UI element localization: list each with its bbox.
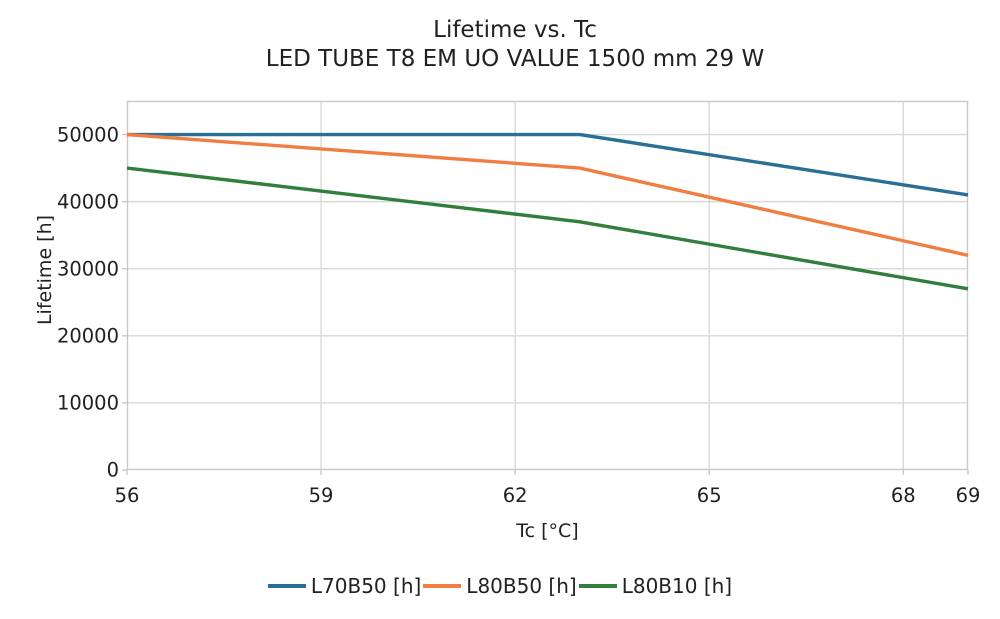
x-tick-label: 59 (308, 484, 334, 507)
legend-label: L80B10 [h] (621, 574, 733, 598)
plot-border (126, 100, 969, 471)
legend-item-0: L70B50 [h] (267, 574, 422, 598)
y-tick-label: 50000 (56, 123, 119, 147)
legend-item-2: L80B10 [h] (578, 574, 733, 598)
legend-swatch-icon (267, 584, 306, 588)
y-tick-label: 40000 (56, 190, 119, 214)
legend-swatch-icon (423, 584, 462, 588)
x-tick-label: 65 (696, 484, 722, 507)
chart-title: Lifetime vs. Tc (433, 17, 597, 43)
x-tick-label: 62 (502, 484, 528, 507)
plot-area (122, 100, 969, 475)
chart-subtitle: LED TUBE T8 EM UO VALUE 1500 mm 29 W (265, 45, 765, 72)
legend-label: L80B50 [h] (466, 574, 577, 598)
x-axis-label: Tc [°C] (516, 520, 579, 542)
legend: L70B50 [h] L80B50 [h] L80B10 [h] (0, 572, 1000, 600)
x-tick-label: 69 (955, 484, 981, 507)
series-line-1 (126, 132, 969, 257)
y-tick-label: 20000 (56, 324, 119, 348)
y-axis-label: Lifetime [h] (34, 214, 56, 326)
legend-swatch-icon (578, 584, 617, 588)
y-tick-label: 0 (106, 458, 119, 482)
y-tick-label: 30000 (56, 257, 119, 281)
y-tick-label: 10000 (56, 391, 119, 415)
x-tick-label: 68 (890, 484, 916, 507)
legend-label: L70B50 [h] (310, 574, 422, 598)
x-tick-label: 56 (114, 484, 140, 507)
series-line-2 (126, 166, 969, 291)
legend-item-1: L80B50 [h] (423, 574, 577, 598)
chart-header: Lifetime vs. Tc LED TUBE T8 EM UO VALUE … (30, 16, 1000, 74)
series-line-0 (127, 132, 969, 197)
